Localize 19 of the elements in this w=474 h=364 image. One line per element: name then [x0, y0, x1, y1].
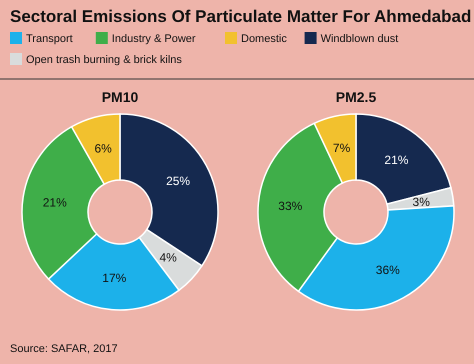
- data-label: 25%: [166, 174, 190, 188]
- chart-title: Sectoral Emissions Of Particulate Matter For Ahmedabad: [10, 7, 472, 26]
- data-label: 7%: [332, 140, 351, 155]
- data-label: 36%: [376, 263, 400, 278]
- legend-label: Windblown dust: [320, 33, 398, 45]
- data-label: 21%: [42, 195, 68, 210]
- data-label: 4%: [159, 250, 178, 264]
- source-note: Source: SAFAR, 2017: [10, 343, 118, 355]
- data-label: 21%: [384, 153, 409, 168]
- legend-label: Open trash burning & brick kilns: [26, 54, 182, 66]
- data-label: 33%: [278, 198, 303, 213]
- text: PM10: [102, 89, 138, 105]
- legend-label: Transport: [26, 33, 73, 45]
- data-label: 6%: [94, 141, 112, 156]
- data-label: 3%: [412, 194, 430, 209]
- legend-label: Domestic: [241, 33, 288, 45]
- legend-label: Industry & Power: [112, 33, 196, 45]
- chart-subtitle: PM2.5: [336, 89, 376, 105]
- data-label: 17%: [102, 270, 127, 285]
